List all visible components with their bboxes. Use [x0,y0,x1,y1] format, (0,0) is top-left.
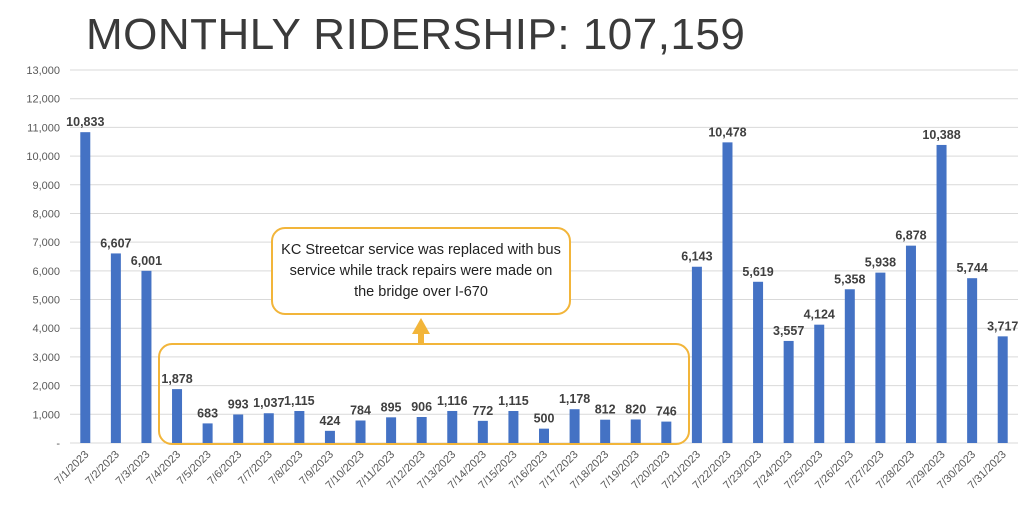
y-tick-label: 12,000 [26,94,60,106]
y-tick-label: 6,000 [32,266,60,278]
y-tick-label: 5,000 [32,295,60,307]
y-tick-label: 2,000 [32,381,60,393]
bar [600,419,611,443]
service-disruption-highlight-box [158,343,690,445]
y-tick-label: 8,000 [32,208,60,220]
data-label: 1,178 [559,392,590,406]
data-label: 5,938 [865,256,896,270]
data-label: 6,001 [131,254,162,268]
data-label: 772 [472,404,493,418]
y-tick-label: 11,000 [27,122,60,134]
y-tick-label: 3,000 [32,352,60,364]
bar [753,281,764,443]
bar [324,430,335,443]
y-tick-label: 7,000 [32,237,60,249]
bar [172,389,183,443]
data-label: 5,619 [742,265,773,279]
bar [263,413,274,443]
bar [905,245,916,443]
data-label: 6,143 [681,250,712,264]
data-label: 820 [625,402,646,416]
bar [936,144,947,443]
chart-title: MONTHLY RIDERSHIP: 107,159 [86,10,746,59]
data-label: 10,833 [66,115,104,129]
callout-arrow-stem [418,333,424,343]
bar [294,411,305,443]
bar [722,142,733,443]
data-label: 895 [381,400,402,414]
bar [875,272,886,443]
bar [569,409,580,443]
data-label: 5,744 [956,261,987,275]
bar [110,253,121,443]
data-label: 1,878 [161,372,192,386]
bar [202,423,213,443]
bar [844,289,855,443]
callout-arrow [412,318,430,334]
y-tick-label: 10,000 [26,151,60,163]
data-label: 1,116 [437,394,468,408]
data-label: 10,478 [708,125,746,139]
data-label: 5,358 [834,272,865,286]
data-label: 1,037 [253,396,284,410]
bar [967,278,978,443]
data-label: 4,124 [804,308,835,322]
y-tick-label: 13,000 [26,65,60,77]
data-label: 784 [350,404,371,418]
data-label: 424 [320,414,341,428]
y-tick-label: 1,000 [32,409,60,421]
y-tick-label: - [56,438,60,450]
bar [355,420,366,443]
data-label: 500 [534,412,555,426]
bar [477,420,488,443]
bar [661,421,672,443]
bar [691,266,702,443]
data-label: 10,388 [922,128,960,142]
bar [386,417,397,443]
data-label: 683 [197,406,218,420]
bar [783,340,794,443]
bar [508,411,519,443]
y-tick-label: 4,000 [32,323,60,335]
data-label: 812 [595,403,616,417]
y-tick-label: 9,000 [32,180,60,192]
data-label: 1,115 [284,394,315,408]
bar [539,428,549,443]
data-label: 6,607 [100,236,131,250]
data-label: 993 [228,398,249,412]
bar [416,417,427,443]
data-label: 3,557 [773,324,804,338]
data-label: 3,717 [987,319,1018,333]
bar [80,132,91,444]
data-label: 746 [656,405,677,419]
bar [814,324,825,443]
bar [141,270,152,443]
data-label: 1,115 [498,394,529,408]
bar [233,414,244,443]
service-note-callout: KC Streetcar service was replaced with b… [271,227,571,315]
bar [997,336,1008,443]
data-label: 6,878 [895,229,926,243]
service-note-text: KC Streetcar service was replaced with b… [281,241,561,300]
bar [630,419,641,443]
bar [447,410,458,443]
data-label: 906 [411,400,432,414]
